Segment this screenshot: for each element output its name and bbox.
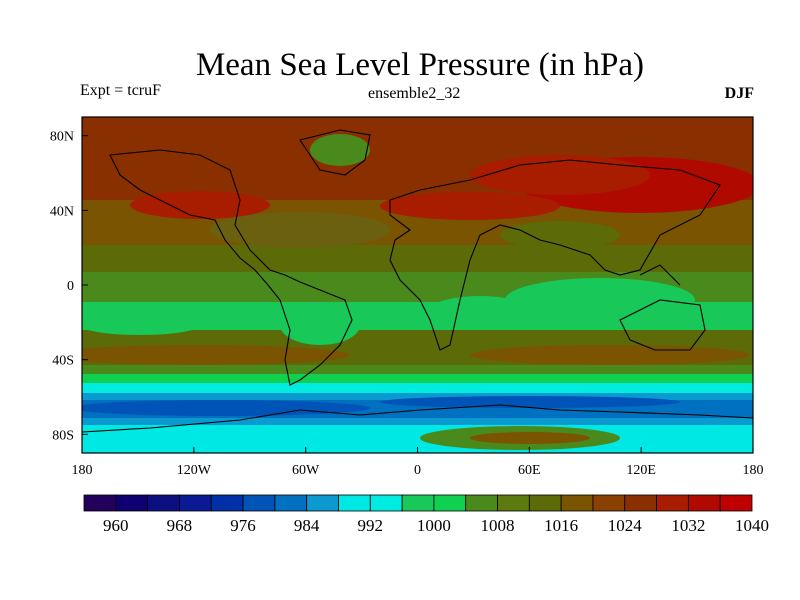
- colorbar-label: 984: [294, 516, 320, 535]
- colorbar-label: 1032: [671, 516, 705, 535]
- y-tick-label: 80N: [50, 130, 74, 145]
- colorbar-label: 1008: [481, 516, 515, 535]
- colorbar-swatch: [528, 494, 562, 512]
- y-tick-label: 40N: [50, 204, 74, 219]
- colorbar-swatch: [656, 494, 689, 512]
- x-tick-label: 120W: [177, 463, 212, 478]
- colorbar-swatch: [338, 494, 371, 512]
- colorbar-swatch: [369, 494, 403, 512]
- plot-title: Mean Sea Level Pressure (in hPa): [195, 47, 645, 83]
- y-tick-label: 0: [67, 279, 74, 294]
- x-tick-label: 60W: [292, 463, 320, 478]
- colorbar-swatch: [274, 494, 308, 512]
- axis-ticks: 180 120W 60W 0 60E 120E 180 80N 40N 0 40S 80S: [50, 130, 764, 478]
- colorbar-label: 968: [167, 516, 193, 535]
- colorbar-swatch: [687, 494, 721, 512]
- colorbar-swatch: [306, 494, 339, 512]
- x-tick-label: 180: [72, 463, 93, 478]
- ensemble-label: ensemble2_32: [368, 85, 461, 102]
- colorbar-swatch: [242, 494, 276, 512]
- colorbar-swatch: [210, 494, 244, 512]
- colorbar-label: 976: [230, 516, 256, 535]
- season-label: DJF: [724, 85, 754, 102]
- colorbar-label: 1040: [735, 516, 769, 535]
- colorbar-swatch: [433, 494, 467, 512]
- y-tick-label: 80S: [52, 428, 74, 443]
- x-tick-label: 0: [414, 463, 421, 478]
- colorbar-swatch: [560, 494, 594, 512]
- colorbar: 960 968 976 984 992 1000 1008 1016 1024 1032 1040: [83, 494, 769, 535]
- colorbar-label: 1016: [544, 516, 578, 535]
- y-tick-label: 40S: [52, 354, 74, 369]
- colorbar-swatch: [624, 494, 657, 512]
- colorbar-swatch: [497, 494, 530, 512]
- colorbar-swatch: [465, 494, 498, 512]
- colorbar-label: 960: [103, 516, 129, 535]
- experiment-label: Expt = tcruF: [80, 82, 162, 99]
- colorbar-swatch: [401, 494, 435, 512]
- colorbar-label: 992: [358, 516, 384, 535]
- coastlines: [82, 129, 753, 433]
- colorbar-swatch: [147, 494, 180, 512]
- colorbar-swatch: [592, 494, 626, 512]
- colorbar-swatch: [179, 494, 212, 512]
- colorbar-swatch: [719, 494, 753, 512]
- x-tick-label: 60E: [518, 463, 541, 478]
- colorbar-swatch: [115, 494, 149, 512]
- x-tick-label: 180: [743, 463, 764, 478]
- x-tick-label: 120E: [626, 463, 656, 478]
- colorbar-label: 1024: [608, 516, 643, 535]
- colorbar-label: 1000: [417, 516, 451, 535]
- colorbar-swatch: [83, 494, 117, 512]
